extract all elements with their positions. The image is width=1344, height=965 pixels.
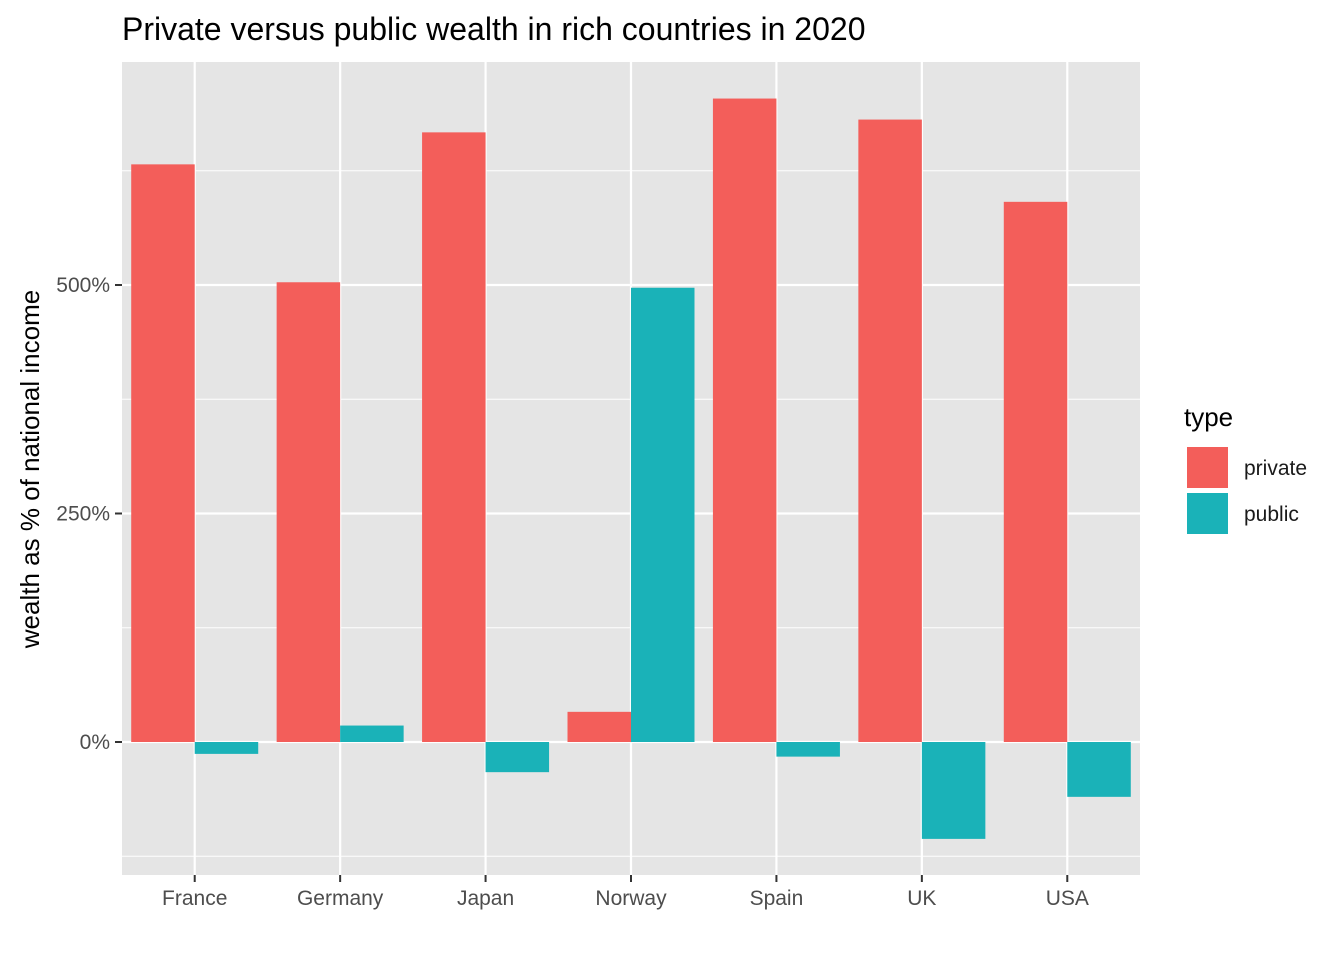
bar-private-germany (276, 282, 341, 742)
x-tick-label: Japan (457, 887, 514, 910)
legend-key-public (1185, 491, 1230, 536)
bar-private-france (131, 164, 195, 743)
legend-title: type (1184, 402, 1233, 432)
bar-public-uk (921, 742, 986, 839)
legend-label-public: public (1244, 503, 1299, 526)
bar-public-norway (631, 287, 695, 742)
bar-private-usa (1003, 201, 1068, 743)
bar-private-japan (422, 132, 486, 742)
y-axis-title: wealth as % of national income (15, 290, 45, 649)
legend-key-private (1185, 445, 1230, 490)
y-tick-label: 250% (56, 503, 110, 526)
bar-private-spain (712, 98, 777, 742)
x-tick-label: UK (907, 887, 936, 910)
bar-public-spain (776, 742, 840, 757)
bar-public-france (194, 742, 259, 754)
bar-public-japan (485, 742, 550, 773)
bar-public-usa (1067, 742, 1131, 797)
x-tick-label: Norway (595, 887, 667, 910)
y-tick-label: 0% (80, 731, 110, 754)
x-tick-label: USA (1046, 887, 1089, 910)
x-tick-label: France (162, 887, 227, 910)
bar-private-uk (858, 119, 922, 743)
bar-private-norway (567, 711, 631, 742)
x-tick-label: Spain (750, 887, 804, 910)
bars (131, 98, 1131, 839)
axes: 0% 250% 500% France Germany Japan Norway Spain U… (56, 274, 1089, 910)
legend-label-private: private (1244, 457, 1307, 480)
y-tick-label: 500% (56, 274, 110, 297)
bar-public-germany (340, 725, 404, 742)
x-tick-label: Germany (297, 887, 384, 910)
chart-title: Private versus public wealth in rich cou… (122, 11, 865, 47)
legend: type private public (1184, 402, 1307, 536)
